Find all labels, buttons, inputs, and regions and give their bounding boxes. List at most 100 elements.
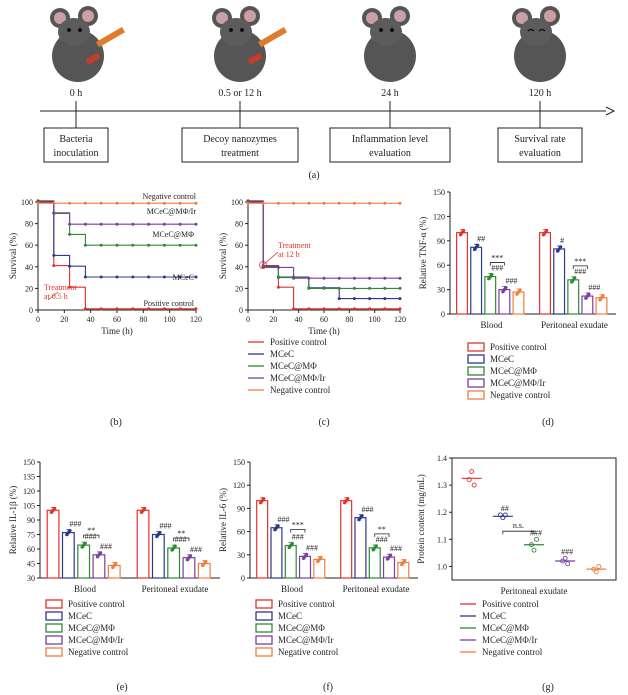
d-bar-0-1 [470, 246, 483, 315]
step-2-line-2: treatment [221, 148, 259, 159]
f-bar-0-2 [284, 544, 297, 579]
c-point-2-9 [383, 286, 387, 290]
f-legend-text-4: Negative control [278, 647, 339, 657]
b-ylabel: Survival (%) [8, 233, 18, 279]
f-dot-1-0-2 [346, 497, 350, 501]
c-point-4-7 [352, 201, 356, 205]
c-annotation-line-2: at 12 h [278, 250, 300, 259]
c-xtick-label-2: 40 [295, 315, 303, 324]
e-mark-1-3: ### [190, 545, 202, 554]
d-ytick-label-4: 120 [433, 212, 445, 221]
g-mark-3: ### [561, 547, 573, 556]
b-point-4-3 [83, 201, 87, 205]
b-legend-text-4: Negative control [270, 385, 331, 395]
panel-label-c: (c) [318, 417, 329, 428]
step-box-3 [329, 127, 451, 163]
panel-label-d: (d) [542, 417, 554, 428]
d-mark-0-1: ## [477, 234, 485, 243]
e-sig-bracket-0 [83, 534, 100, 539]
c-point-0-5 [322, 307, 326, 311]
d-bar-1-0 [539, 232, 552, 315]
g-point-1-0 [497, 512, 503, 518]
b-point-2-8 [162, 243, 166, 247]
d-bar-0-4 [512, 291, 525, 315]
d-dot-1-3-2 [587, 292, 591, 296]
b-series-line-1 [38, 200, 196, 278]
f-ytick-label-1: 30 [237, 551, 245, 560]
g-point-4-0 [591, 566, 597, 572]
chart-e: 30 45 60 75 90 105 120 135 150 Relative IL-1β (%)… [8, 458, 220, 594]
e-mark-0-1: ### [69, 520, 81, 529]
f-legend-text-0: Positive control [278, 599, 335, 609]
f-dot-1-3-2 [389, 553, 393, 557]
e-legend-swatch-2 [45, 623, 63, 633]
e-legend-text-3: MCeC@MΦ/Ir [68, 635, 123, 645]
c-point-1-6 [337, 297, 341, 301]
b-ytick-label-2: 40 [25, 263, 33, 272]
b-point-3-3 [83, 222, 87, 226]
b-point-0-3 [83, 307, 87, 311]
c-point-4-1 [261, 201, 265, 205]
d-dot-0-3-2 [504, 285, 508, 290]
c-xtick-label-6: 120 [394, 315, 406, 324]
c-point-3-4 [307, 276, 311, 280]
b-point-1-5 [115, 275, 119, 279]
b-point-0-2 [68, 285, 72, 289]
d-mark-0-2: ### [491, 264, 503, 273]
e-dot-1-1-2 [158, 530, 162, 535]
b-xtick-label-0: 0 [36, 315, 40, 324]
e-ytick-label-3: 75 [27, 531, 35, 540]
step-1-line-1: Bacteria [59, 134, 93, 145]
b-xtick-label-3: 60 [113, 315, 121, 324]
d-dot-1-1-2 [559, 245, 563, 249]
f-sig-bracket-0 [290, 529, 306, 533]
time-label-3: 120 h [529, 88, 552, 99]
e-ytick-label-7: 135 [23, 473, 35, 482]
f-dot-1-4-2 [403, 558, 407, 563]
c-ytick-label-4: 80 [235, 220, 243, 229]
f-ytick-label-2: 60 [237, 528, 245, 537]
d-sig-label-0: *** [491, 254, 503, 263]
time-label-0: 0 h [70, 88, 83, 99]
f-bar-1-3 [382, 556, 396, 579]
b-point-3-5 [115, 222, 119, 226]
c-series-line-1 [248, 200, 400, 300]
f-legend-swatch-4 [255, 647, 273, 657]
g-ylabel: Protein content (mg/mL) [416, 474, 426, 563]
step-2-line-1: Decoy nanozymes [203, 134, 277, 145]
b-point-4-0 [36, 201, 40, 205]
b-point-0-8 [162, 307, 166, 311]
e-legend-swatch-1 [45, 611, 63, 621]
panel-label-a: (a) [308, 170, 319, 181]
step-box-2 [181, 127, 299, 163]
c-point-3-2 [276, 265, 280, 269]
c-ytick-label-2: 40 [235, 263, 243, 272]
g-legend-text-4: Negative control [482, 647, 543, 657]
d-mark-1-2: ### [574, 267, 586, 276]
e-bar-1-1 [151, 533, 165, 579]
c-point-3-9 [383, 276, 387, 280]
c-series-line-3 [248, 202, 400, 279]
f-sig-bracket-1 [374, 533, 390, 537]
b-ytick-label-1: 20 [25, 284, 33, 293]
b-point-2-10 [194, 243, 198, 247]
b-series-line-0 [38, 200, 196, 310]
step-1-line-2: inoculation [54, 148, 99, 159]
c-annotation-arrow [262, 251, 279, 266]
e-category-label-1: Peritoneal exudate [142, 584, 209, 594]
chart-b: 0 20 40 60 80 100 0 20 40 60 80 100 120 Time (h) Survi… [8, 192, 202, 336]
b-point-2-2 [68, 232, 72, 236]
g-ytick-label-2: 1.2 [437, 508, 447, 517]
f-bar-0-1 [270, 527, 283, 579]
g-point-4-1 [593, 569, 599, 575]
b-point-1-8 [162, 275, 166, 279]
f-bar-0-3 [298, 555, 312, 579]
panel-label-e: (e) [116, 682, 127, 693]
d-legend-text-3: MCeC@MΦ/Ir [490, 378, 545, 388]
b-legend-text-1: MCeC [270, 349, 294, 359]
panel-a: 0 h 0.5 or 12 h 24 h 120 h Bacteria inoc… [40, 6, 616, 181]
step-4-line-2: evaluation [519, 148, 561, 159]
b-curve-label-1: MCeC@MΦ/Ir [147, 207, 197, 216]
d-bar-0-0 [456, 232, 469, 315]
g-point-4-2 [596, 563, 602, 569]
